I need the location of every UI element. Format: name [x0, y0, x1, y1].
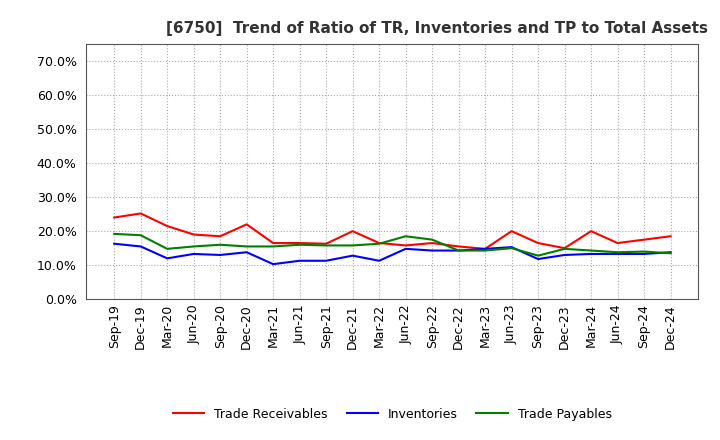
Inventories [163, 256, 171, 261]
Inventories [295, 258, 304, 264]
Trade Payables [428, 237, 436, 242]
Trade Receivables [401, 243, 410, 248]
Trade Payables [216, 242, 225, 247]
Inventories [269, 261, 277, 267]
Trade Receivables [216, 234, 225, 239]
Inventories [613, 251, 622, 257]
Trade Payables [269, 244, 277, 249]
Trade Receivables [269, 240, 277, 246]
Trade Receivables [136, 211, 145, 216]
Trade Receivables [613, 240, 622, 246]
Trade Receivables [322, 241, 330, 246]
Trade Receivables [534, 240, 542, 246]
Inventories [428, 248, 436, 253]
Trade Payables [613, 249, 622, 255]
Trade Receivables [481, 246, 490, 252]
Inventories [189, 251, 198, 257]
Trade Payables [243, 244, 251, 249]
Inventories [534, 257, 542, 262]
Inventories [401, 246, 410, 252]
Trade Payables [136, 233, 145, 238]
Trade Payables [454, 248, 463, 253]
Trade Payables [163, 246, 171, 252]
Inventories [110, 241, 119, 246]
Trade Receivables [666, 234, 675, 239]
Trade Payables [189, 244, 198, 249]
Line: Trade Receivables: Trade Receivables [114, 213, 670, 249]
Inventories [640, 251, 649, 257]
Trade Payables [560, 246, 569, 252]
Inventories [375, 258, 384, 264]
Inventories [136, 244, 145, 249]
Trade Receivables [454, 244, 463, 249]
Trade Receivables [560, 246, 569, 251]
Trade Receivables [295, 240, 304, 246]
Inventories [481, 246, 490, 252]
Trade Payables [640, 249, 649, 254]
Inventories [243, 249, 251, 255]
Inventories [348, 253, 357, 258]
Trade Payables [401, 234, 410, 239]
Trade Receivables [110, 215, 119, 220]
Trade Payables [481, 248, 490, 253]
Trade Receivables [640, 237, 649, 242]
Inventories [322, 258, 330, 264]
Inventories [216, 252, 225, 257]
Line: Inventories: Inventories [114, 244, 670, 264]
Trade Payables [110, 231, 119, 237]
Legend: Trade Receivables, Inventories, Trade Payables: Trade Receivables, Inventories, Trade Pa… [168, 403, 617, 425]
Trade Receivables [587, 228, 595, 234]
Trade Payables [587, 248, 595, 253]
Trade Receivables [189, 232, 198, 237]
Trade Payables [295, 242, 304, 247]
Trade Payables [348, 243, 357, 248]
Trade Receivables [348, 228, 357, 234]
Trade Receivables [375, 240, 384, 246]
Trade Payables [322, 243, 330, 248]
Trade Payables [508, 246, 516, 251]
Trade Payables [375, 241, 384, 246]
Inventories [666, 249, 675, 255]
Text: [6750]  Trend of Ratio of TR, Inventories and TP to Total Assets: [6750] Trend of Ratio of TR, Inventories… [166, 21, 708, 36]
Trade Receivables [508, 228, 516, 234]
Inventories [587, 251, 595, 257]
Trade Receivables [163, 224, 171, 229]
Inventories [560, 252, 569, 257]
Trade Receivables [428, 240, 436, 246]
Trade Payables [666, 251, 675, 256]
Inventories [508, 245, 516, 250]
Trade Payables [534, 253, 542, 258]
Line: Trade Payables: Trade Payables [114, 234, 670, 256]
Inventories [454, 248, 463, 253]
Trade Receivables [243, 222, 251, 227]
